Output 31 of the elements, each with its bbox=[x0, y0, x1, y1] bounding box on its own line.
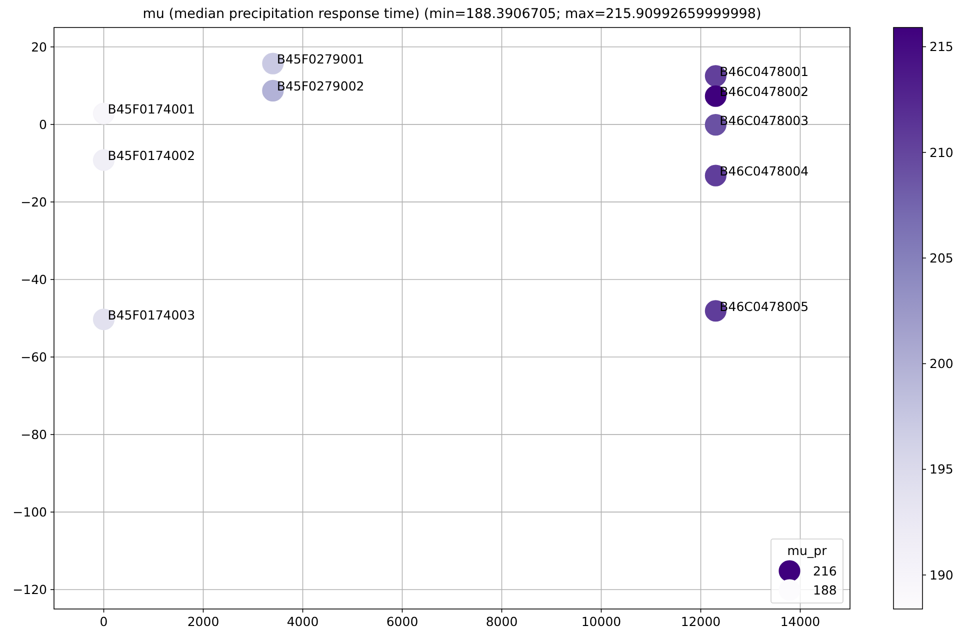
x-tick-label: 0 bbox=[100, 614, 108, 629]
y-tick-label: −100 bbox=[12, 504, 48, 520]
legend-label: 188 bbox=[813, 582, 837, 598]
legend-label: 216 bbox=[813, 563, 837, 578]
x-tick-label: 12000 bbox=[680, 614, 721, 629]
y-tick-label: −40 bbox=[20, 272, 48, 287]
annotation: B45F0174002 bbox=[108, 148, 196, 164]
y-tick-label: 0 bbox=[39, 116, 48, 132]
x-tick-label: 10000 bbox=[581, 614, 622, 629]
color-bar-label: 200 bbox=[930, 356, 954, 372]
y-tick-label: −60 bbox=[20, 349, 48, 364]
annotation: B45F0279001 bbox=[276, 52, 364, 67]
x-tick-label: 2000 bbox=[187, 614, 220, 629]
color-bar-label: 210 bbox=[930, 144, 954, 160]
annotation: B45F0174003 bbox=[108, 307, 196, 322]
annotation: B45F0279002 bbox=[276, 78, 364, 94]
color-bar-label: 190 bbox=[930, 567, 954, 582]
color-bar-label: 195 bbox=[930, 462, 954, 477]
x-tick-label: 4000 bbox=[286, 614, 319, 629]
color-bar-label: 205 bbox=[930, 250, 954, 266]
chart-title: mu (median precipitation response time) (min=188.3906705; max=215.90992659999998) bbox=[142, 6, 762, 22]
annotation: B45F0174001 bbox=[108, 102, 196, 117]
x-tick-label: 14000 bbox=[780, 614, 820, 629]
x-tick-label: 8000 bbox=[486, 614, 518, 629]
legend-title: mu_pr bbox=[787, 543, 828, 558]
x-tick-label: 6000 bbox=[386, 614, 418, 629]
y-tick-label: −80 bbox=[20, 426, 48, 442]
y-tick-label: −20 bbox=[20, 194, 48, 210]
y-tick-label: 20 bbox=[31, 39, 48, 54]
color-bar-label: 215 bbox=[930, 39, 954, 54]
y-tick-label: −120 bbox=[12, 582, 48, 597]
